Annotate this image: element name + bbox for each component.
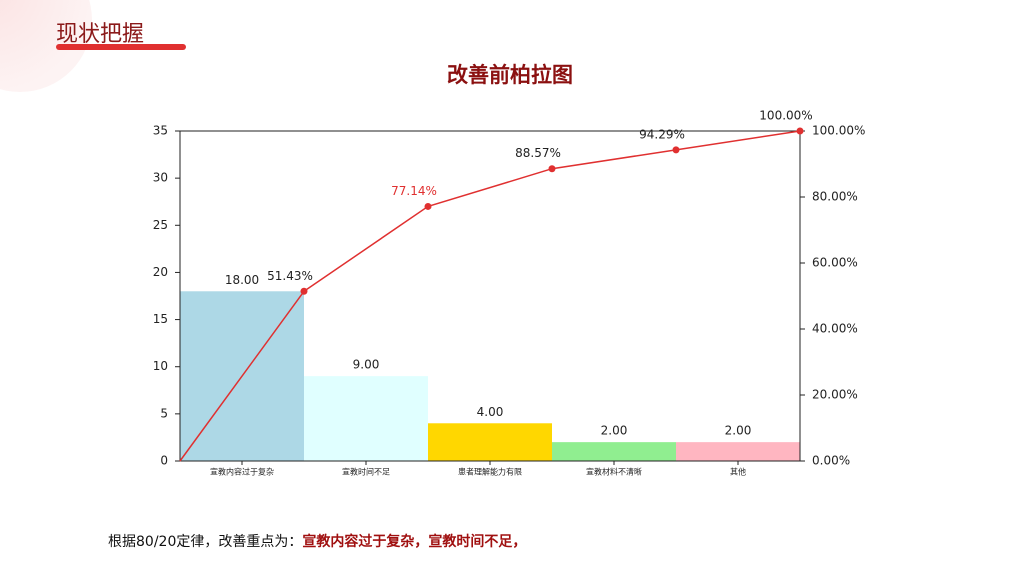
x-tick-label: 宣教材料不清晰 <box>586 467 642 477</box>
x-tick-label: 宣教时间不足 <box>342 467 390 477</box>
bar-value-label: 9.00 <box>353 358 380 372</box>
cumulative-point <box>300 287 308 295</box>
y-tick-label: 30 <box>153 171 168 185</box>
cumulative-origin-segment <box>179 290 305 462</box>
decor-circle <box>0 0 92 92</box>
bar <box>304 376 428 461</box>
x-tick-label: 宣教内容过于复杂 <box>210 467 274 477</box>
y2-tick-label: 60.00% <box>812 256 858 270</box>
bar <box>552 442 676 461</box>
plot-frame <box>179 130 801 462</box>
x-tick-label: 其他 <box>730 467 746 477</box>
cumulative-label: 94.29% <box>639 127 685 141</box>
cumulative-point <box>424 202 432 210</box>
bar-value-label: 4.00 <box>477 405 504 419</box>
y-tick-label: 25 <box>153 218 168 232</box>
cumulative-point <box>672 146 680 154</box>
y-tick-label: 0 <box>160 454 168 468</box>
x-tick-label: 患者理解能力有限 <box>458 467 522 477</box>
y2-tick-label: 20.00% <box>812 388 858 402</box>
y-tick-label: 15 <box>153 312 168 326</box>
cumulative-point <box>796 127 804 135</box>
cumulative-label: 51.43% <box>267 269 313 283</box>
footer: 根据80/20定律，改善重点为：宣教内容过于复杂，宣教时间不足， <box>108 533 526 550</box>
header-underline <box>56 44 186 50</box>
y-tick-label: 5 <box>160 406 168 420</box>
cumulative-label: 100.00% <box>759 109 812 123</box>
y-tick-label: 10 <box>153 359 168 373</box>
cumulative-point <box>548 165 556 173</box>
bar <box>676 442 800 461</box>
y-tick-label: 20 <box>153 265 168 279</box>
bar-value-label: 2.00 <box>601 424 628 438</box>
footer-text: 根据80/20定律，改善重点为： <box>108 534 302 550</box>
header-title: 现状把握 <box>56 22 144 47</box>
y2-tick-label: 40.00% <box>812 322 858 336</box>
y2-tick-label: 80.00% <box>812 190 858 204</box>
bar <box>428 423 552 461</box>
cumulative-label: 88.57% <box>515 146 561 160</box>
footer-emphasis: 宣教内容过于复杂，宣教时间不足， <box>302 533 526 550</box>
bar-value-label: 18.00 <box>225 273 259 287</box>
bar-value-label: 2.00 <box>725 424 752 438</box>
y-tick-label: 35 <box>153 124 168 138</box>
cumulative-label: 77.14% <box>391 184 437 198</box>
y2-tick-label: 100.00% <box>812 124 865 138</box>
y2-tick-label: 0.00% <box>812 454 850 468</box>
chart-title: 改善前柏拉图 <box>447 63 573 87</box>
